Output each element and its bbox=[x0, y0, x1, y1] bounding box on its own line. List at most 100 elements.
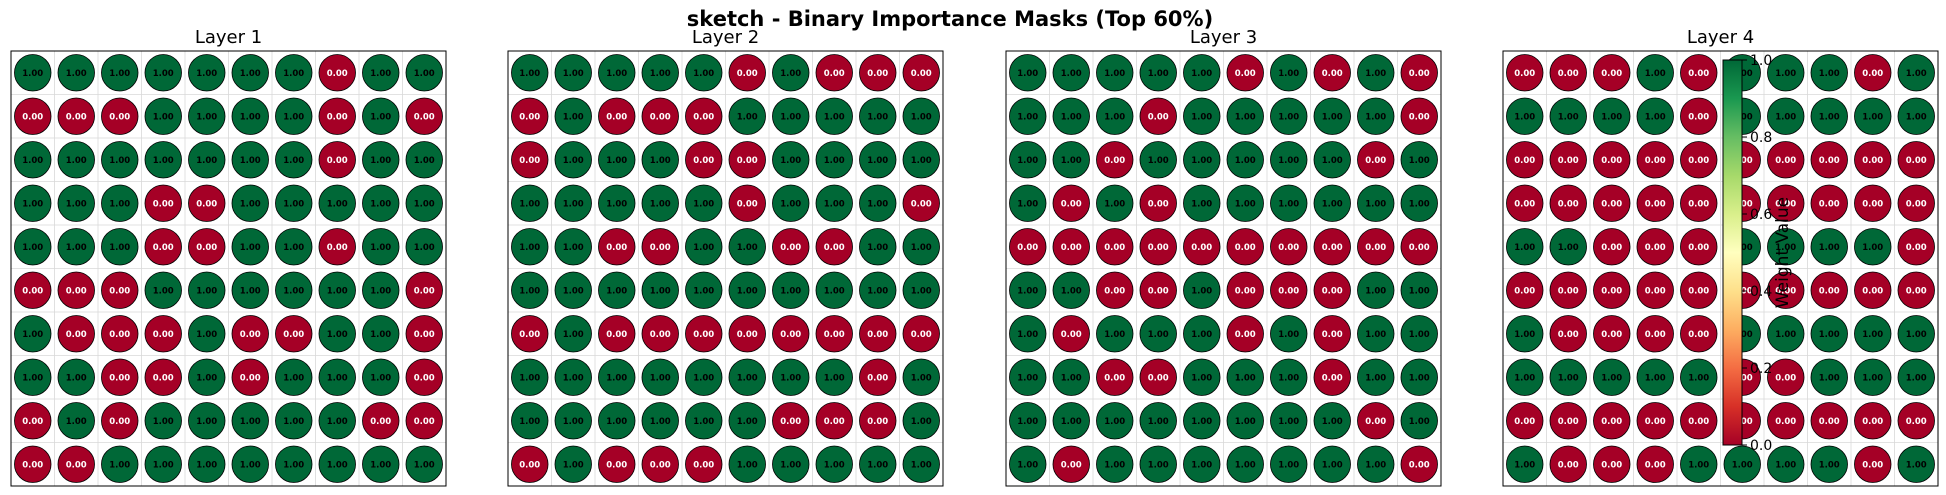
mask-cell bbox=[1549, 271, 1587, 309]
mask-cell bbox=[1636, 358, 1674, 396]
cell-value-label: 1.00 bbox=[414, 243, 435, 253]
cell-value-label: 0.00 bbox=[109, 417, 130, 427]
mask-cell bbox=[902, 184, 940, 222]
cell-value-label: 1.00 bbox=[240, 243, 261, 253]
mask-cell bbox=[728, 315, 766, 353]
mask-cell bbox=[1549, 141, 1587, 179]
cell-value-label: 1.00 bbox=[1061, 286, 1082, 296]
cell-value-label: 1.00 bbox=[1645, 373, 1666, 383]
cell-value-label: 0.00 bbox=[1906, 417, 1927, 427]
cell-value-label: 1.00 bbox=[824, 286, 845, 296]
mask-cell bbox=[1506, 54, 1544, 92]
cell-value-label: 1.00 bbox=[414, 69, 435, 79]
mask-cell bbox=[1313, 445, 1351, 483]
cell-value-label: 1.00 bbox=[563, 156, 584, 166]
cell-value-label: 1.00 bbox=[693, 286, 714, 296]
mask-cell bbox=[685, 97, 723, 135]
mask-cell bbox=[188, 271, 226, 309]
mask-cell bbox=[188, 54, 226, 92]
cell-value-label: 0.00 bbox=[22, 112, 43, 122]
mask-cell bbox=[101, 402, 139, 440]
cell-value-label: 1.00 bbox=[1365, 199, 1386, 209]
cell-value-label: 1.00 bbox=[824, 199, 845, 209]
cell-value-label: 1.00 bbox=[1862, 373, 1883, 383]
cell-value-label: 1.00 bbox=[327, 330, 348, 340]
cell-value-label: 0.00 bbox=[1819, 199, 1840, 209]
colorbar: 0.0 0.2 0.4 0.6 0.8 1.0 Weight Value bbox=[1722, 53, 1793, 454]
mask-cell bbox=[14, 402, 52, 440]
mask-cell bbox=[1400, 402, 1438, 440]
mask-cell bbox=[144, 358, 182, 396]
mask-cell bbox=[728, 445, 766, 483]
cell-value-label: 1.00 bbox=[1688, 373, 1709, 383]
cell-value-label: 0.00 bbox=[1862, 460, 1883, 470]
mask-cell bbox=[1767, 402, 1805, 440]
mask-cell bbox=[1313, 315, 1351, 353]
cell-value-label: 0.00 bbox=[1688, 417, 1709, 427]
mask-cell bbox=[1009, 402, 1047, 440]
cell-value-label: 0.00 bbox=[22, 286, 43, 296]
mask-cell bbox=[511, 315, 549, 353]
mask-cell bbox=[859, 358, 897, 396]
mask-cell bbox=[144, 402, 182, 440]
figure-suptitle: sketch - Binary Importance Masks (Top 60… bbox=[687, 7, 1213, 31]
cell-value-label: 1.00 bbox=[780, 286, 801, 296]
mask-cell bbox=[1854, 54, 1892, 92]
mask-cell bbox=[902, 315, 940, 353]
mask-cell bbox=[144, 228, 182, 266]
mask-cell bbox=[1096, 141, 1134, 179]
mask-cell bbox=[1096, 402, 1134, 440]
cell-value-label: 0.00 bbox=[22, 460, 43, 470]
cell-value-label: 1.00 bbox=[563, 460, 584, 470]
mask-cell bbox=[685, 271, 723, 309]
cell-value-label: 1.00 bbox=[563, 373, 584, 383]
mask-cell bbox=[1009, 358, 1047, 396]
cell-value-label: 1.00 bbox=[519, 286, 540, 296]
cell-value-label: 1.00 bbox=[109, 156, 130, 166]
panel-frame bbox=[1502, 50, 1939, 487]
mask-cell bbox=[318, 228, 356, 266]
cell-value-label: 1.00 bbox=[109, 243, 130, 253]
mask-cell bbox=[772, 358, 810, 396]
cell-value-label: 0.00 bbox=[327, 69, 348, 79]
cell-value-label: 1.00 bbox=[737, 112, 758, 122]
cell-value-label: 1.00 bbox=[1819, 69, 1840, 79]
mask-cell bbox=[1357, 445, 1395, 483]
mask-cell bbox=[1549, 97, 1587, 135]
cell-value-label: 1.00 bbox=[867, 112, 888, 122]
mask-cell bbox=[1506, 402, 1544, 440]
mask-cell bbox=[815, 358, 853, 396]
cell-value-label: 1.00 bbox=[606, 69, 627, 79]
cell-value-label: 0.00 bbox=[1558, 156, 1579, 166]
mask-cell bbox=[1313, 141, 1351, 179]
mask-cell bbox=[1009, 54, 1047, 92]
cell-value-label: 1.00 bbox=[1365, 286, 1386, 296]
mask-cell bbox=[598, 358, 636, 396]
mask-cell bbox=[511, 402, 549, 440]
cell-value-label: 1.00 bbox=[693, 373, 714, 383]
cell-value-label: 1.00 bbox=[370, 330, 391, 340]
cell-value-label: 0.00 bbox=[1365, 156, 1386, 166]
cell-value-label: 0.00 bbox=[1148, 199, 1169, 209]
cell-value-label: 0.00 bbox=[1601, 156, 1622, 166]
mask-cell bbox=[1680, 54, 1718, 92]
heatmap-panel-1: Layer 1 1.00 1.00 1.00 1.00 1.00 1.00 1.00 0.00 1… bbox=[10, 27, 447, 487]
cell-value-label: 1.00 bbox=[1365, 373, 1386, 383]
mask-cell bbox=[1096, 315, 1134, 353]
mask-cell bbox=[685, 228, 723, 266]
mask-cell bbox=[1052, 97, 1090, 135]
mask-cell bbox=[275, 141, 313, 179]
cell-value-label: 0.00 bbox=[1514, 199, 1535, 209]
mask-cell bbox=[554, 315, 592, 353]
cell-value-label: 0.00 bbox=[109, 286, 130, 296]
cell-value-label: 1.00 bbox=[1365, 330, 1386, 340]
mask-cell bbox=[14, 271, 52, 309]
mask-cell bbox=[1052, 184, 1090, 222]
mask-cell bbox=[1810, 315, 1848, 353]
cell-value-label: 1.00 bbox=[1906, 69, 1927, 79]
cell-value-label: 1.00 bbox=[650, 286, 671, 296]
mask-cell bbox=[1226, 358, 1264, 396]
cell-value-label: 1.00 bbox=[1148, 69, 1169, 79]
heatmap-panel-4: Layer 40.000.000.001.000.001.001.001.000… bbox=[1502, 27, 1939, 487]
cell-value-label: 1.00 bbox=[1601, 112, 1622, 122]
